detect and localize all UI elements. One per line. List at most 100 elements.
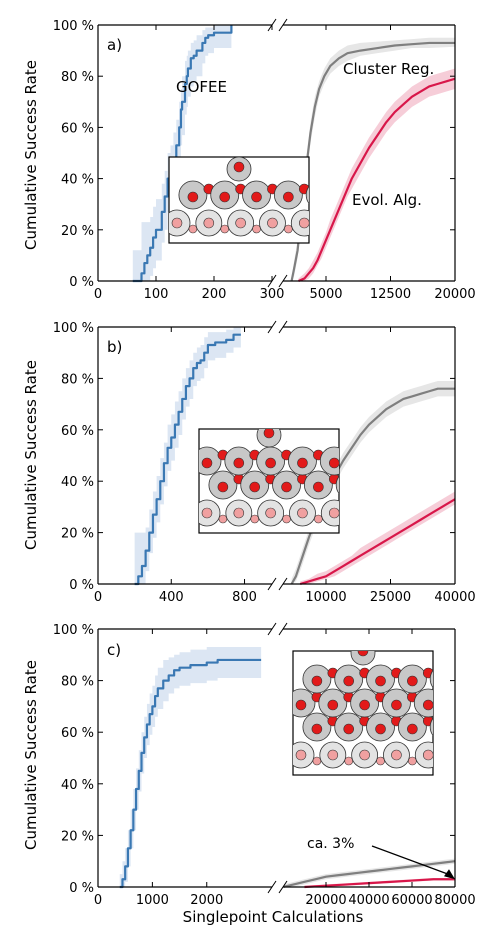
x-tick-label: 25000 [370,590,411,605]
atom [315,192,325,202]
y-tick-label: 100 % [53,623,94,638]
atom [311,675,323,687]
series-gofee [119,647,262,889]
atom [298,217,309,229]
atom [305,185,309,205]
atom [297,457,308,469]
atom [283,191,294,203]
atom [447,742,473,768]
confidence-band [132,25,232,281]
structure-inset [292,650,473,776]
series-line [298,77,455,283]
atom [361,508,371,518]
atom [343,675,355,687]
y-axis-label: Cumulative Success Rate [22,360,40,550]
y-tick-label: 20 % [61,829,94,844]
atom [455,668,465,678]
series-line [299,498,455,586]
series-cluster-reg- [284,858,455,888]
atom [391,749,402,761]
structure-inset [198,428,386,534]
y-tick-label: 0 % [69,881,94,896]
structure-inset [168,156,341,244]
atom [429,717,433,737]
atom [235,217,246,229]
atom [295,749,307,761]
series-label: GOFEE [176,78,227,96]
atom [327,749,339,761]
atom [378,515,386,523]
series-line [134,333,241,586]
atom [282,514,291,524]
atom [311,723,323,735]
series-line [304,878,455,889]
series-label: Evol. Alg. [352,191,422,209]
x-tick-label: 80000 [434,893,475,908]
axis-break-mark [278,18,288,32]
x-tick-label: 10000 [305,590,346,605]
axis-break-mark [278,622,288,636]
axes-frame [97,320,456,591]
x-tick-label: 300 [260,287,285,302]
axis-break-mark [267,577,277,591]
axis-break-mark [267,622,277,636]
annotation-arrowhead [444,869,455,880]
x-axis-label: Singlepoint Calculations [183,908,364,926]
atom [375,675,386,687]
y-tick-label: 0 % [69,275,94,290]
atom [440,757,448,765]
x-tick-label: 60000 [391,893,432,908]
axis-break-mark [267,320,277,334]
x-tick-label: 400 [159,590,184,605]
panel-label: a) [107,36,122,54]
atom [201,507,213,519]
atom [233,457,245,469]
y-tick-label: 80 % [61,372,94,387]
y-tick-label: 60 % [61,424,94,439]
x-tick-label: 0 [94,590,102,605]
atom [312,756,322,766]
atom [297,507,308,519]
atom [350,651,376,666]
atom [357,651,369,657]
x-tick-label: 2000 [190,893,223,908]
annotation-text: ca. 3% [307,836,354,852]
y-tick-label: 0 % [69,578,94,593]
atom [422,749,433,761]
axis-break-mark [278,320,288,334]
panel-label: c) [107,641,121,659]
x-tick-label: 40000 [348,893,389,908]
atom [344,756,354,766]
atom [359,749,370,761]
atom [376,756,385,766]
atom [313,481,324,493]
x-tick-label: 40000 [434,590,475,605]
y-tick-label: 80 % [61,675,94,690]
atom [331,184,341,194]
atom [220,224,230,234]
atom [439,692,449,702]
atom [284,224,293,234]
axis-break-mark [267,880,277,894]
y-axis-label: Cumulative Success Rate [22,60,40,250]
atom [295,699,307,711]
atom [391,699,402,711]
annotation-arrow [371,845,452,876]
panel-a: GOFEE Cluster Reg. Evol. Alg. 0 % 20 % 40 % 60… [53,18,476,302]
y-tick-label: 60 % [61,121,94,136]
series-cluster-reg- [290,380,455,585]
x-tick-label: 5000 [309,287,342,302]
atom [439,724,449,734]
y-tick-label: 100 % [53,321,94,336]
series-gofee [132,25,233,283]
atom [188,224,198,234]
atom [346,515,354,523]
x-tick-label: 20000 [434,287,475,302]
atom [187,191,199,203]
atom [314,514,323,524]
atom [251,191,262,203]
atoms [199,429,386,527]
atom [316,225,324,233]
y-tick-label: 40 % [61,778,94,793]
atom [327,699,339,711]
